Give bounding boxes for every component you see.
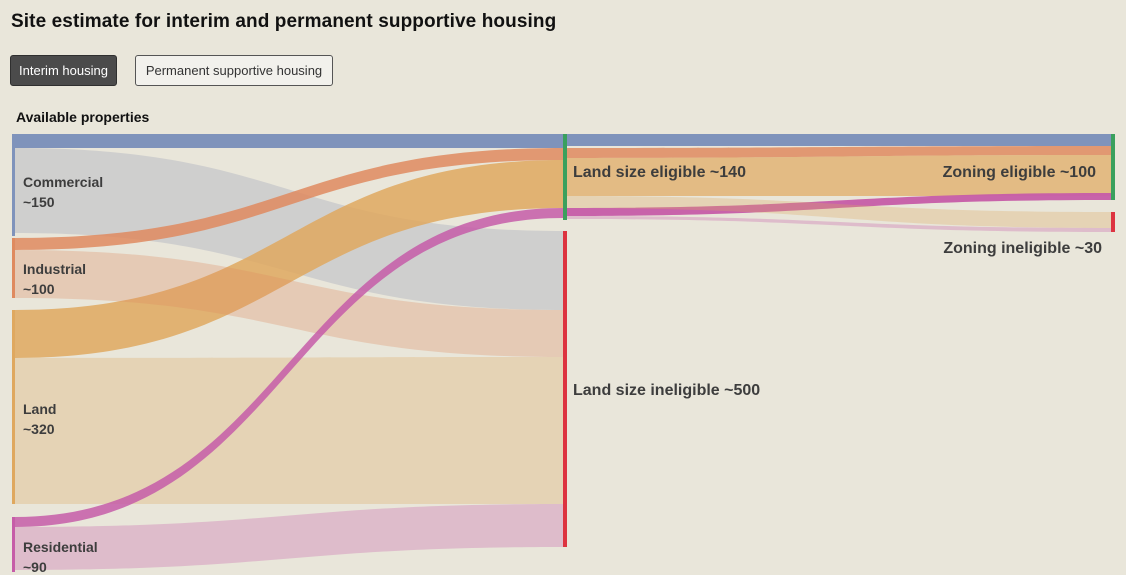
link-residential-ineligible-to-zoning [567,216,1111,232]
node-label-land-size-eligible: Land size eligible ~140 [573,164,746,181]
chart-title: Site estimate for interim and permanent … [11,11,557,32]
node-bar-commercial [12,134,15,236]
node-value-land: ~320 [23,421,55,437]
permanent-supportive-housing-button[interactable]: Permanent supportive housing [135,55,333,86]
node-bar-residential [12,517,15,572]
link-industrial-to-ls-eligible [15,148,563,250]
node-bar-land-size-ineligible [563,231,567,547]
link-residential-to-ls-ineligible [15,504,563,570]
node-label-zoning-ineligible: Zoning ineligible ~30 [943,240,1102,257]
node-label-industrial: Industrial [23,261,86,277]
node-label-commercial: Commercial [23,174,103,190]
node-bar-land-size-eligible [563,134,567,220]
link-land-to-ls-ineligible [15,357,563,504]
link-residential-to-ls-eligible [15,208,563,527]
link-land-to-ls-eligible [15,160,563,358]
interim-housing-button[interactable]: Interim housing [10,55,117,86]
housing-type-toggle: Interim housing Permanent supportive hou… [10,55,333,86]
node-bar-land [12,310,15,504]
sankey-links [15,134,1111,570]
link-commercial-to-ls-ineligible [15,148,563,310]
node-value-commercial: ~150 [23,194,55,210]
link-land-ineligible-to-zoning [567,196,1111,228]
node-value-residential: ~90 [23,559,47,575]
link-land-to-zoning [567,155,1111,196]
node-bar-industrial [12,238,15,298]
link-residential-to-zoning [567,193,1111,216]
link-industrial-to-ls-ineligible [15,250,563,357]
node-label-land: Land [23,401,56,417]
node-label-zoning-eligible: Zoning eligible ~100 [943,164,1096,181]
sankey-labels: Commercial ~150 Industrial ~100 Land ~320 Resi… [23,164,1102,575]
node-label-residential: Residential [23,539,98,555]
node-bar-zoning-eligible [1111,134,1115,200]
node-value-industrial: ~100 [23,281,55,297]
link-commercial-top-band-2 [563,134,1111,146]
node-bar-zoning-ineligible [1111,212,1115,232]
link-industrial-to-zoning [567,146,1111,158]
node-label-land-size-ineligible: Land size ineligible ~500 [573,382,760,399]
available-properties-heading: Available properties [16,109,150,125]
sankey-nodes [12,134,1115,572]
link-commercial-top-band [12,134,563,148]
